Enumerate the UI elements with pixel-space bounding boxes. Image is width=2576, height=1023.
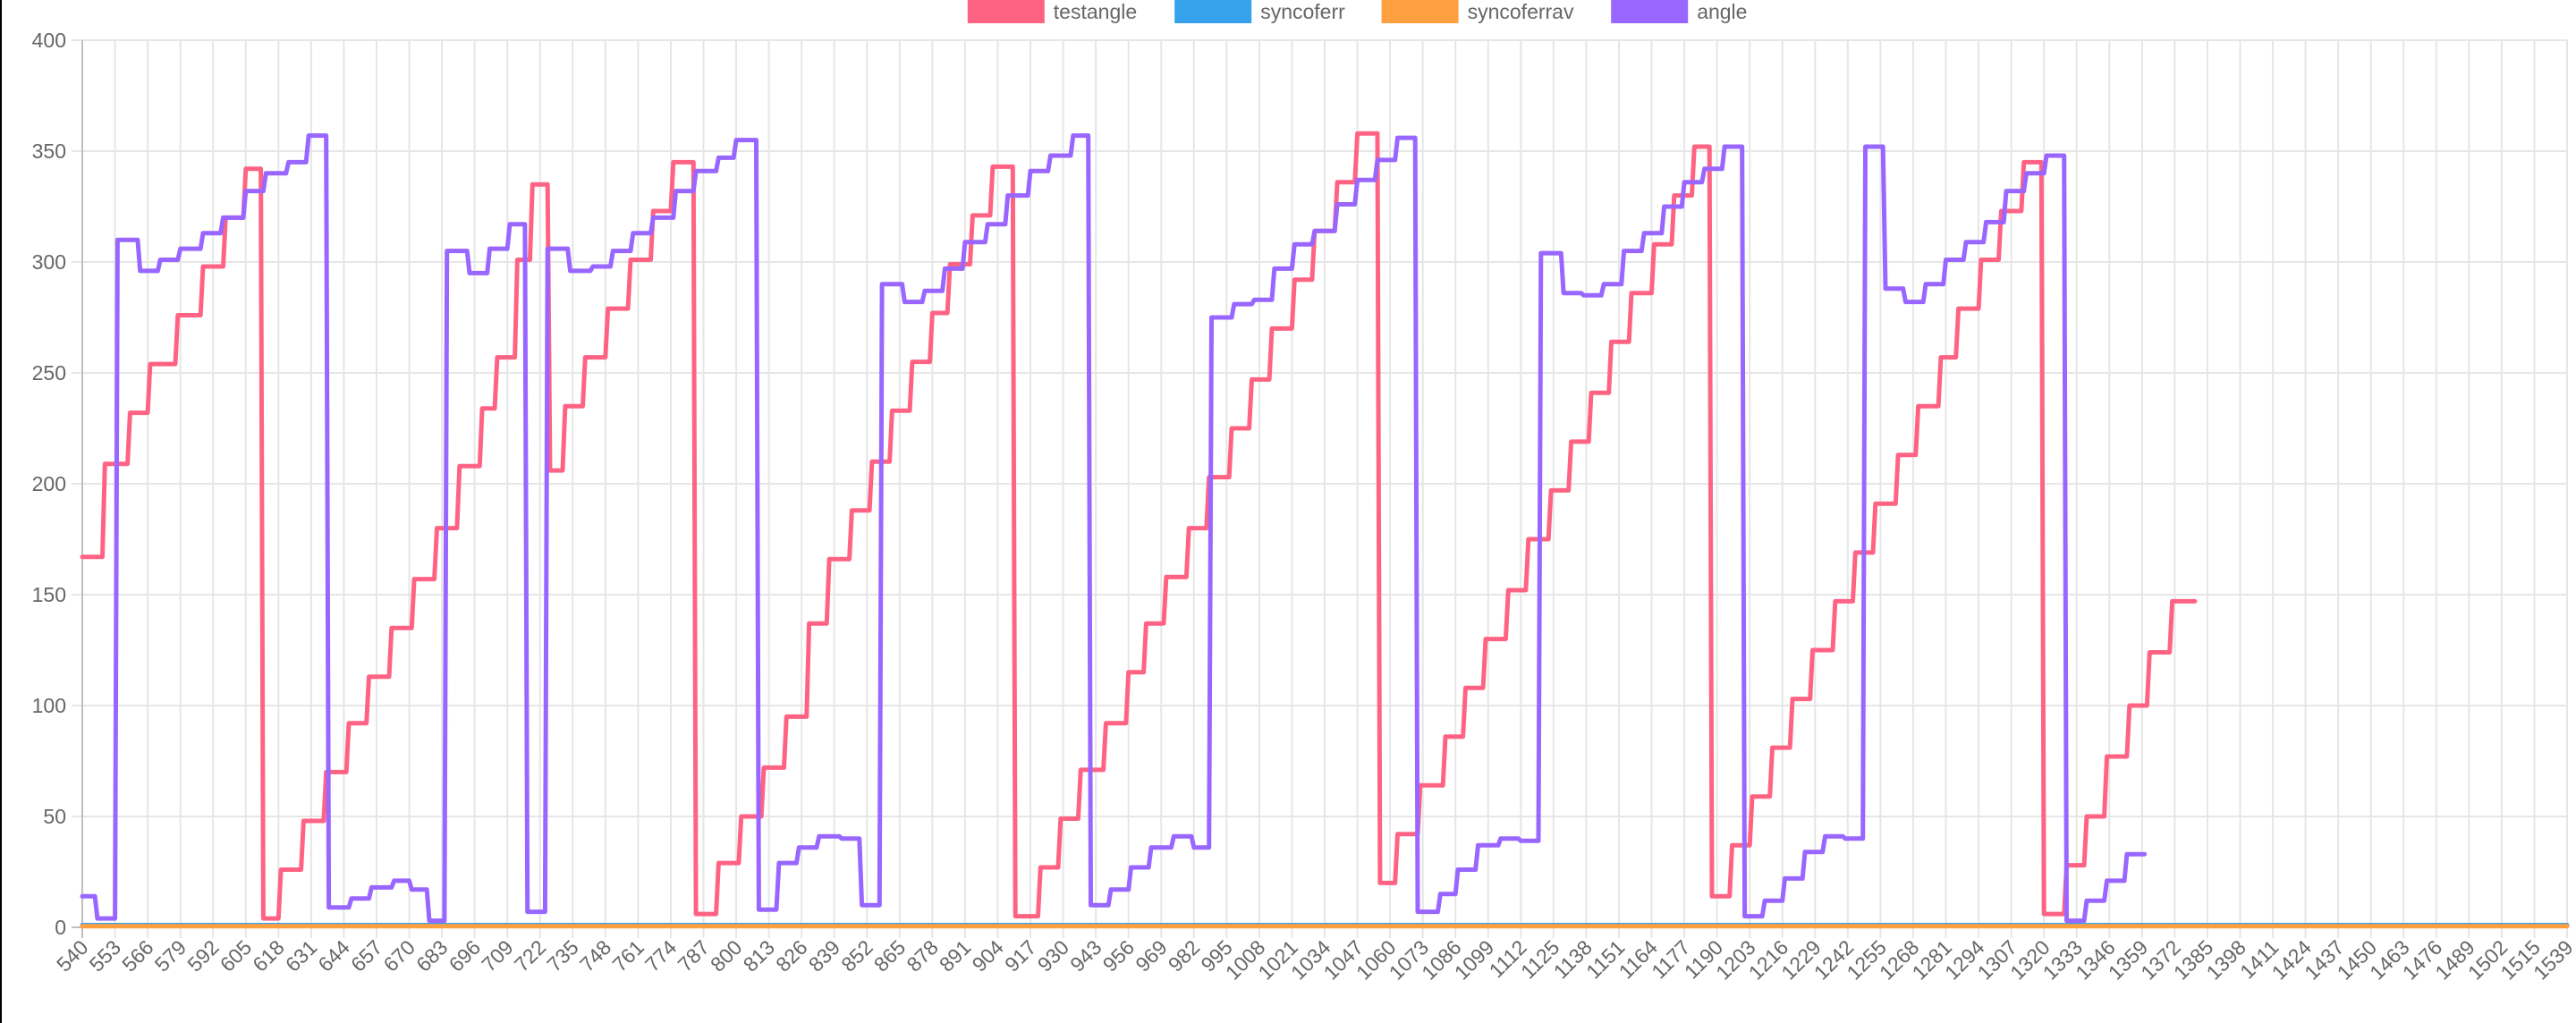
x-tick-label: 865 — [869, 935, 911, 976]
x-tick-label: 891 — [935, 935, 976, 976]
x-tick-label: 813 — [739, 935, 780, 976]
x-tick-label: 592 — [182, 935, 224, 976]
legend-swatch-angle — [1611, 0, 1689, 23]
x-tick-label: 579 — [150, 935, 191, 976]
x-tick-label: 644 — [313, 935, 354, 976]
x-tick-label: 761 — [607, 935, 648, 976]
x-tick-label: 735 — [542, 935, 583, 976]
x-tick-label: 1539 — [2529, 935, 2576, 985]
legend: testangle syncoferr syncoferrav angle — [967, 0, 1747, 23]
legend-label-angle: angle — [1697, 0, 1747, 23]
series-line-testangle — [80, 131, 2198, 921]
x-tick-label: 657 — [346, 935, 387, 976]
x-tick-label: 683 — [411, 935, 453, 976]
y-tick-label: 0 — [55, 916, 66, 939]
x-tick-label: 787 — [674, 935, 715, 976]
grid — [72, 39, 2568, 938]
x-tick-label: 878 — [902, 935, 943, 976]
x-tick-label: 553 — [85, 935, 126, 976]
x-tick-label: 722 — [510, 935, 551, 976]
y-tick-label: 350 — [32, 140, 66, 163]
legend-label-testangle: testangle — [1054, 0, 1137, 23]
y-tick-label: 250 — [32, 361, 66, 385]
x-tick-label: 566 — [117, 935, 158, 976]
x-tick-label: 631 — [281, 935, 322, 976]
axes: 0501001502002503003504005405535665795926… — [32, 29, 2576, 985]
legend-swatch-syncoferrav — [1381, 0, 1459, 23]
legend-swatch-testangle — [967, 0, 1045, 23]
y-tick-label: 100 — [32, 694, 66, 717]
x-tick-label: 956 — [1098, 935, 1140, 976]
y-tick-label: 300 — [32, 250, 66, 274]
legend-label-syncoferrav: syncoferrav — [1468, 0, 1574, 23]
y-tick-label: 150 — [32, 583, 66, 606]
x-tick-label: 774 — [640, 935, 682, 976]
x-tick-label: 540 — [52, 935, 93, 976]
x-tick-label: 982 — [1164, 935, 1205, 976]
x-tick-label: 696 — [445, 935, 486, 976]
legend-swatch-syncoferr — [1174, 0, 1252, 23]
x-tick-label: 709 — [477, 935, 518, 976]
x-tick-label: 826 — [771, 935, 812, 976]
x-tick-label: 943 — [1065, 935, 1106, 976]
x-tick-label: 605 — [216, 935, 257, 976]
x-tick-label: 670 — [379, 935, 420, 976]
x-tick-label: 618 — [248, 935, 289, 976]
y-tick-label: 50 — [43, 805, 66, 828]
x-tick-label: 969 — [1131, 935, 1172, 976]
x-tick-label: 917 — [1000, 935, 1041, 976]
x-tick-label: 904 — [967, 935, 1008, 976]
y-tick-label: 200 — [32, 472, 66, 495]
x-tick-label: 839 — [804, 935, 845, 976]
x-tick-label: 800 — [706, 935, 747, 976]
series-lines — [80, 131, 2570, 929]
y-tick-label: 400 — [32, 29, 66, 52]
x-tick-label: 930 — [1033, 935, 1074, 976]
series-line-angle — [80, 133, 2148, 924]
legend-label-syncoferr: syncoferr — [1260, 0, 1345, 23]
x-tick-label: 852 — [836, 935, 877, 976]
x-tick-label: 748 — [575, 935, 616, 976]
